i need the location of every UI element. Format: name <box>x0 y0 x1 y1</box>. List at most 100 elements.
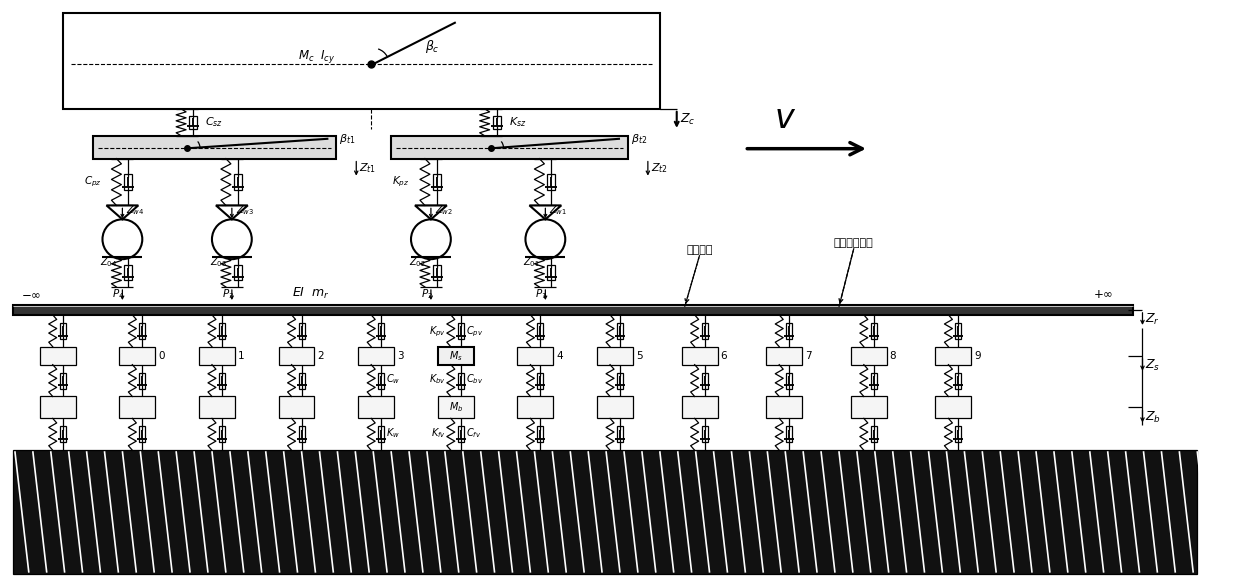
Bar <box>701 323 707 339</box>
Text: 3: 3 <box>396 351 404 361</box>
Text: $M_b$: $M_b$ <box>449 400 463 414</box>
Bar <box>457 372 463 389</box>
Text: $Z_b$: $Z_b$ <box>1146 410 1161 425</box>
Bar <box>358 347 394 365</box>
Bar <box>234 174 242 190</box>
Bar <box>871 426 877 442</box>
Bar <box>299 372 305 389</box>
Bar <box>279 396 315 418</box>
Bar <box>617 323 623 339</box>
Text: $P_1$: $P_1$ <box>535 287 548 301</box>
Text: $Z_c$: $Z_c$ <box>680 112 695 127</box>
Bar <box>681 396 717 418</box>
Text: 0: 0 <box>159 351 165 361</box>
Bar <box>139 426 145 442</box>
Text: 损伤位置: 损伤位置 <box>686 245 712 255</box>
Bar <box>548 264 555 279</box>
Bar <box>299 426 305 442</box>
Bar <box>518 347 554 365</box>
Bar <box>493 116 501 129</box>
Bar <box>378 323 384 339</box>
Bar <box>935 347 971 365</box>
Bar <box>392 136 628 159</box>
Text: $Z_{w2}$: $Z_{w2}$ <box>435 203 453 217</box>
Bar <box>59 372 66 389</box>
Text: $M_s$: $M_s$ <box>449 349 462 363</box>
Text: $Z_s$: $Z_s$ <box>1146 358 1161 373</box>
Bar <box>955 426 961 442</box>
Text: 2: 2 <box>317 351 325 361</box>
Bar <box>299 323 305 339</box>
Text: $K_{pz}$: $K_{pz}$ <box>393 175 410 189</box>
Bar <box>234 264 242 279</box>
Bar <box>219 372 225 389</box>
Text: $K_{sz}$: $K_{sz}$ <box>508 116 527 129</box>
Text: 7: 7 <box>805 351 812 361</box>
Text: $EI$  $m_r$: $EI$ $m_r$ <box>291 286 330 301</box>
Text: $Z_{t2}$: $Z_{t2}$ <box>650 162 668 175</box>
Text: $C_w$: $C_w$ <box>387 372 400 386</box>
Bar <box>93 136 336 159</box>
Text: $K_{fv}$: $K_{fv}$ <box>431 426 446 440</box>
Bar <box>538 426 544 442</box>
Text: 信号采集位置: 信号采集位置 <box>834 238 873 248</box>
Bar <box>432 264 441 279</box>
Text: $Z_{04}$: $Z_{04}$ <box>100 255 118 269</box>
Bar <box>617 426 623 442</box>
Bar <box>279 347 315 365</box>
Bar <box>851 396 887 418</box>
Text: $Z_r$: $Z_r$ <box>1146 313 1161 328</box>
Text: 8: 8 <box>890 351 896 361</box>
Bar <box>766 396 802 418</box>
Bar <box>548 174 555 190</box>
Bar <box>124 264 133 279</box>
Text: $P_4$: $P_4$ <box>113 287 125 301</box>
Bar <box>617 372 623 389</box>
Text: $P_3$: $P_3$ <box>222 287 234 301</box>
Text: $M_c$  $I_{cy}$: $M_c$ $I_{cy}$ <box>297 48 336 64</box>
Text: 5: 5 <box>636 351 643 361</box>
Bar <box>701 426 707 442</box>
Bar <box>358 396 394 418</box>
Bar <box>432 174 441 190</box>
Bar <box>955 372 961 389</box>
Text: $C_{bv}$: $C_{bv}$ <box>466 372 483 386</box>
Text: $\beta_c$: $\beta_c$ <box>425 38 440 55</box>
Text: $K_{pv}$: $K_{pv}$ <box>429 324 446 339</box>
Bar <box>871 323 877 339</box>
Bar <box>538 372 544 389</box>
Bar <box>190 116 197 129</box>
Bar <box>597 396 633 418</box>
Bar <box>219 426 225 442</box>
Bar <box>124 174 133 190</box>
Bar <box>40 396 76 418</box>
Text: $C_{fv}$: $C_{fv}$ <box>466 426 481 440</box>
Bar <box>139 372 145 389</box>
Bar <box>681 347 717 365</box>
Bar <box>40 347 76 365</box>
Bar <box>701 372 707 389</box>
Bar <box>457 323 463 339</box>
Bar <box>378 426 384 442</box>
Bar <box>787 323 792 339</box>
Text: 9: 9 <box>974 351 981 361</box>
Bar <box>955 323 961 339</box>
Bar <box>935 396 971 418</box>
Bar <box>518 396 554 418</box>
Bar <box>851 347 887 365</box>
Text: $+\infty$: $+\infty$ <box>1093 288 1113 301</box>
Text: $Z_{02}$: $Z_{02}$ <box>409 255 426 269</box>
Bar <box>766 347 802 365</box>
Text: 1: 1 <box>238 351 244 361</box>
Bar <box>199 396 235 418</box>
Text: $Z_{03}$: $Z_{03}$ <box>209 255 227 269</box>
Text: $C_{pz}$: $C_{pz}$ <box>84 175 102 189</box>
Bar <box>597 347 633 365</box>
Text: $K_w$: $K_w$ <box>387 426 400 440</box>
Text: $Z_{w3}$: $Z_{w3}$ <box>235 203 254 217</box>
Bar <box>59 426 66 442</box>
Bar <box>119 347 155 365</box>
Bar <box>787 372 792 389</box>
Text: $Z_{w4}$: $Z_{w4}$ <box>126 203 145 217</box>
Bar <box>457 426 463 442</box>
